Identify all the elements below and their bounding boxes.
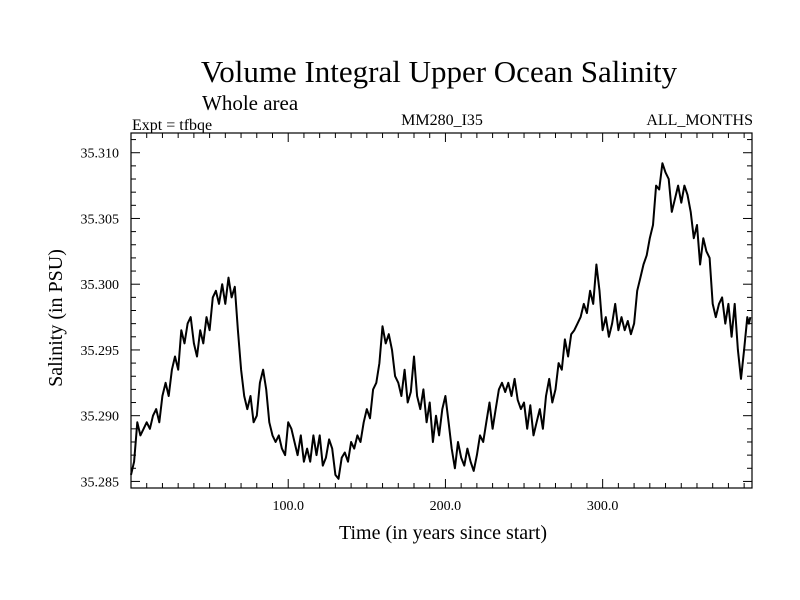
y-tick-label: 35.285 bbox=[81, 475, 120, 490]
x-axis-label: Time (in years since start) bbox=[339, 522, 547, 544]
chart-subtitle: Whole area bbox=[202, 91, 299, 115]
salinity-series-line bbox=[130, 162, 752, 480]
y-tick-label: 35.295 bbox=[81, 344, 120, 359]
y-axis-label: Salinity (in PSU) bbox=[45, 249, 67, 387]
y-tick-label: 35.310 bbox=[81, 147, 120, 162]
x-tick-label: 300.0 bbox=[587, 499, 619, 514]
y-tick-label: 35.305 bbox=[81, 212, 120, 227]
model-label: MM280_I35 bbox=[401, 112, 483, 129]
x-tick-label: 200.0 bbox=[430, 499, 462, 514]
chart-title: Volume Integral Upper Ocean Salinity bbox=[201, 54, 678, 89]
axis-ticks: 100.0 200.0 300.0 35.285 35.290 35.295 35.300 3… bbox=[81, 133, 752, 514]
y-tick-label: 35.290 bbox=[81, 410, 120, 425]
series-layer bbox=[130, 162, 752, 480]
months-label: ALL_MONTHS bbox=[646, 112, 753, 129]
y-tick-label: 35.300 bbox=[81, 278, 120, 293]
x-tick-label: 100.0 bbox=[272, 499, 304, 514]
experiment-label: Expt = tfbqe bbox=[132, 117, 212, 134]
